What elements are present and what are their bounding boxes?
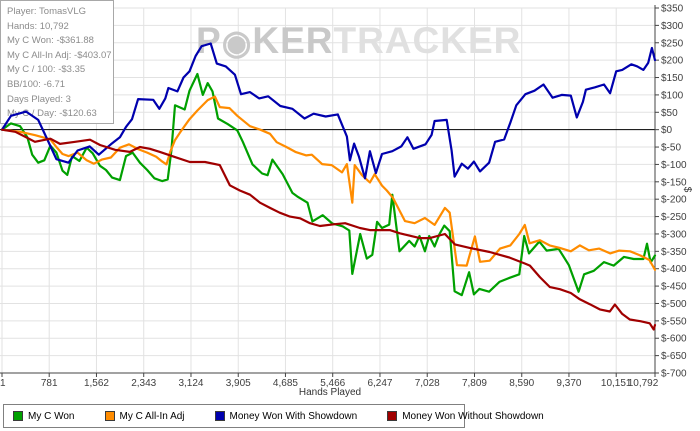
stats-line-4: My C / 100: -$3.35 [7, 64, 86, 76]
watermark-text-tracker: TRACKER [333, 20, 522, 61]
y-tick-label: $300 [661, 21, 684, 32]
x-tick-label: 8,590 [509, 378, 534, 389]
series-my-c-won [0, 72, 657, 297]
y-axis-title: $ [681, 186, 693, 193]
y-tick-label: $100 [661, 90, 684, 101]
y-tick-label: $350 [661, 4, 684, 15]
y-tick-label: $-100 [661, 160, 687, 171]
player-stats-panel: Player: TomasVLG Hands: 10,792 My C Won: -… [0, 0, 114, 124]
series-money-won-with-showdown [0, 42, 657, 180]
stats-line-3: My C All-In Adj: -$403.07 [7, 49, 112, 61]
y-tick-label: $-600 [661, 334, 687, 345]
x-tick-label: 7,809 [462, 378, 487, 389]
legend-swatch-icon [104, 411, 115, 421]
y-tick-label: $150 [661, 73, 684, 84]
y-tick-label: $-150 [661, 177, 687, 188]
x-tick-label: 5,466 [320, 378, 345, 389]
y-tick-label: $-300 [661, 229, 687, 240]
legend-label: My C Won [28, 410, 75, 422]
y-tick-label: $0 [661, 125, 673, 136]
legend-label: Money Won With Showdown [229, 410, 358, 422]
y-tick-label: $-650 [661, 351, 687, 362]
legend-item-my-c-all-in-adj: My C All-In Adj [104, 410, 185, 422]
watermark-text-poker-p: P [196, 20, 222, 61]
x-tick-label: 781 [41, 378, 58, 389]
stats-line-6: Days Played: 3 [7, 93, 71, 105]
x-tick-label: 7,028 [415, 378, 440, 389]
stats-line-5: BB/100: -6.71 [7, 78, 66, 90]
legend-swatch-icon [387, 411, 398, 421]
stats-line-0: Player: TomasVLG [7, 6, 87, 17]
x-tick-label: 3,905 [226, 378, 251, 389]
x-tick-label: 4,685 [273, 378, 298, 389]
y-tick-label: $-500 [661, 299, 687, 310]
legend-swatch-icon [214, 411, 225, 421]
y-tick-label: $-200 [661, 195, 687, 206]
y-tick-label: $-700 [661, 369, 687, 380]
legend-label: My C All-In Adj [119, 410, 185, 422]
series-money-won-without-showdown [0, 128, 657, 331]
chart-legend: My C Won My C All-In Adj Money Won With Sh… [3, 404, 544, 428]
y-tick-label: $250 [661, 38, 684, 49]
y-tick-label: $-550 [661, 316, 687, 327]
series-my-c-all-in-adj [0, 95, 657, 271]
x-tick-label: 10,792 [628, 378, 659, 389]
legend-item-money-won-without-showdown: Money Won Without Showdown [387, 411, 544, 422]
watermark-text-poker-ker: KER [252, 20, 334, 61]
x-axis-title: Hands Played [298, 387, 362, 398]
x-tick-label: 1 [0, 378, 6, 389]
poker-chip-icon: ◉ [221, 24, 253, 62]
x-tick-label: 2,343 [131, 378, 156, 389]
y-tick-label: $50 [661, 108, 678, 119]
y-tick-label: $-400 [661, 264, 687, 275]
x-tick-label: 10,151 [601, 378, 632, 389]
x-tick-label: 9,370 [556, 378, 581, 389]
stats-line-1: Hands: 10,792 [7, 20, 69, 32]
y-tick-label: $-450 [661, 282, 687, 293]
pokertracker-watermark: P◉KERTRACKER [196, 20, 522, 63]
x-tick-label: 3,124 [178, 378, 203, 389]
stats-line-7: My C / Day: -$120.63 [7, 108, 97, 120]
legend-item-my-c-won: My C Won [13, 411, 75, 422]
y-tick-label: $200 [661, 56, 684, 67]
stats-line-2: My C Won: -$361.88 [7, 35, 94, 47]
legend-swatch-icon [13, 411, 23, 421]
y-tick-label: $-250 [661, 212, 687, 223]
legend-label: Money Won Without Showdown [402, 410, 544, 422]
x-tick-label: 1,562 [84, 378, 109, 389]
legend-item-money-won-with-showdown: Money Won With Showdown [214, 410, 358, 422]
x-tick-label: 6,247 [367, 378, 392, 389]
y-tick-label: $-50 [661, 143, 681, 154]
y-tick-label: $-350 [661, 247, 687, 258]
